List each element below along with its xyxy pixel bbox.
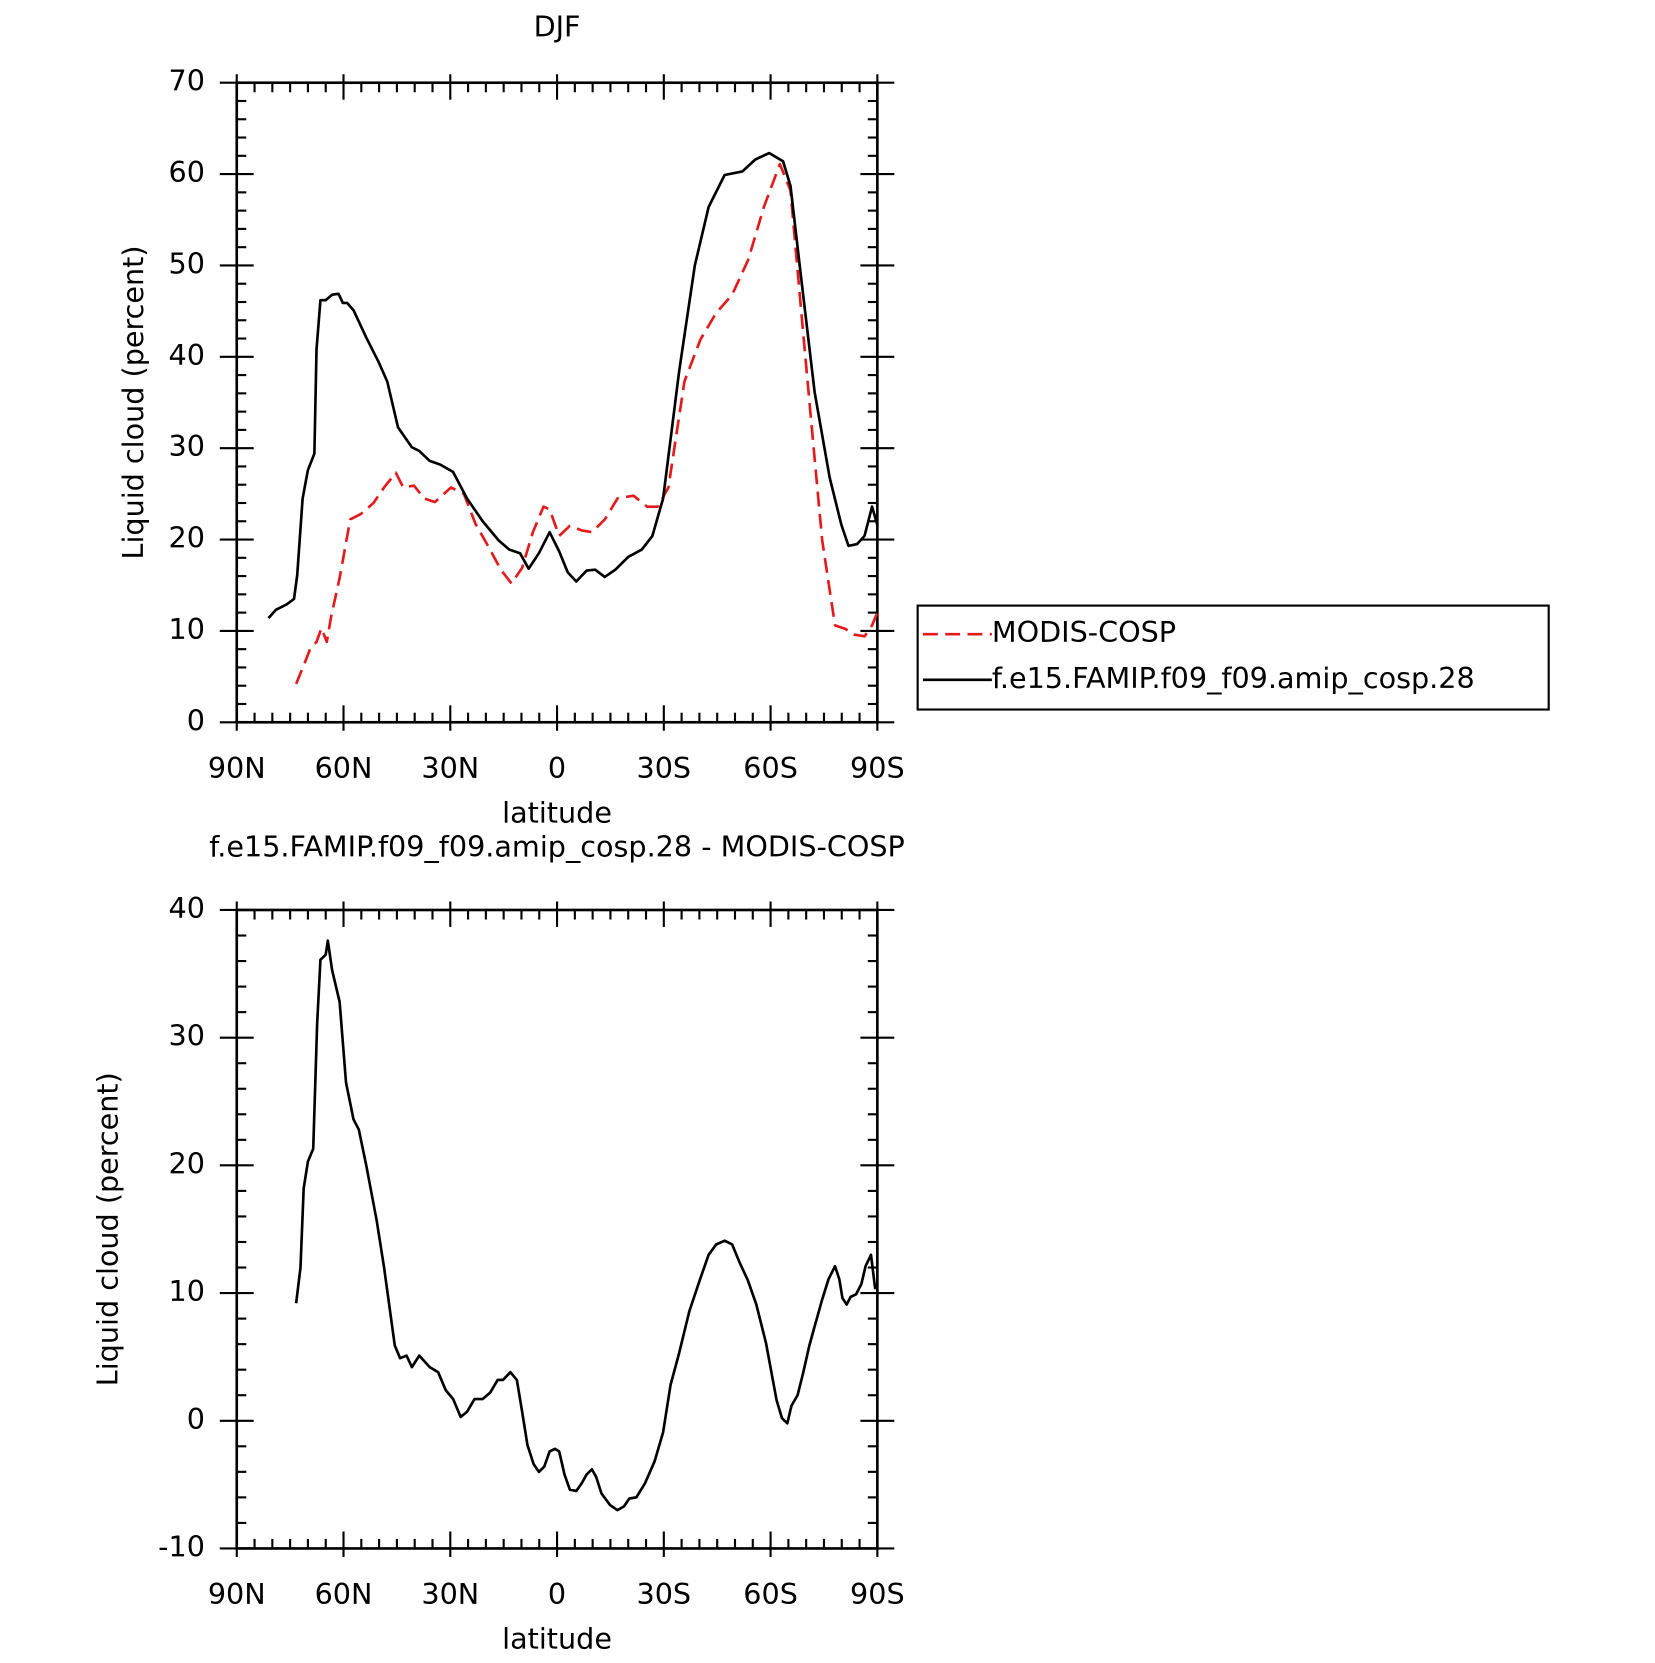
x-tick-label: 60S	[743, 751, 798, 785]
y-tick-label: 40	[168, 891, 204, 925]
x-tick-label: 60N	[315, 1577, 373, 1611]
legend-label: MODIS-COSP	[992, 615, 1176, 649]
x-tick-label: 0	[548, 1577, 566, 1611]
x-tick-label: 60N	[315, 751, 373, 785]
x-tick-label: 90S	[850, 751, 905, 785]
y-tick-label: 0	[187, 1402, 205, 1436]
chart-title: DJF	[534, 10, 581, 44]
plot-frame	[235, 908, 879, 1550]
y-tick-label: 10	[168, 612, 204, 646]
y-tick-label: 20	[168, 1146, 204, 1180]
x-tick-label: 90N	[208, 751, 266, 785]
x-axis-label: latitude	[502, 1622, 612, 1656]
chart-title: f.e15.FAMIP.f09_f09.amip_cosp.28 - MODIS…	[209, 829, 905, 863]
y-tick-label: 50	[168, 246, 204, 280]
data-line	[294, 162, 879, 685]
y-tick-label: 40	[168, 338, 204, 372]
legend-label: f.e15.FAMIP.f09_f09.amip_cosp.28	[992, 661, 1475, 695]
y-axis-label: Liquid cloud (percent)	[90, 1072, 124, 1386]
x-axis-label: latitude	[502, 796, 612, 830]
x-tick-label: 90S	[850, 1577, 905, 1611]
y-tick-label: 70	[168, 64, 204, 98]
y-tick-label: -10	[158, 1529, 205, 1563]
y-tick-label: 20	[168, 521, 204, 555]
data-line	[294, 939, 877, 1512]
x-tick-label: 90N	[208, 1577, 266, 1611]
y-tick-label: 60	[168, 155, 204, 189]
y-tick-label: 30	[168, 429, 204, 463]
y-tick-label: 0	[187, 703, 205, 737]
x-tick-label: 60S	[743, 1577, 798, 1611]
x-tick-label: 30N	[421, 1577, 479, 1611]
y-tick-label: 30	[168, 1019, 204, 1053]
x-tick-label: 0	[548, 751, 566, 785]
data-line	[267, 151, 879, 619]
x-tick-label: 30N	[421, 751, 479, 785]
x-tick-label: 30S	[637, 1577, 692, 1611]
y-axis-label: Liquid cloud (percent)	[116, 245, 150, 559]
legend-box	[916, 604, 1550, 711]
y-tick-label: 10	[168, 1274, 204, 1308]
plot-frame	[235, 81, 879, 724]
x-tick-label: 30S	[637, 751, 692, 785]
